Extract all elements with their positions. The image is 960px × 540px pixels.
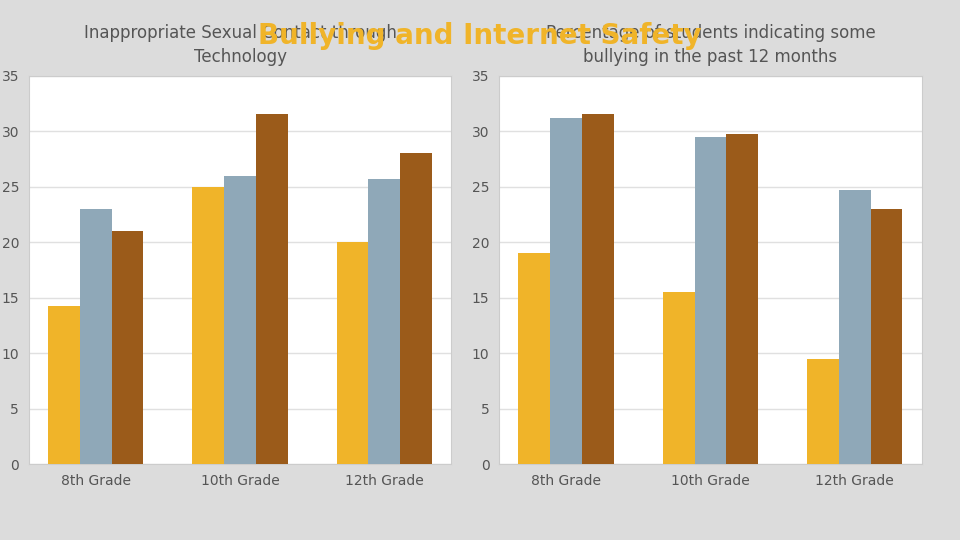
Text: Bullying and Internet Safety: Bullying and Internet Safety xyxy=(258,22,702,50)
Bar xyxy=(224,176,256,464)
Bar xyxy=(80,209,111,464)
Bar xyxy=(337,242,369,464)
Title: Inappropriate Sexual Contact through
Technology: Inappropriate Sexual Contact through Tec… xyxy=(84,24,396,66)
Bar xyxy=(694,137,727,464)
Bar xyxy=(111,231,143,464)
Bar xyxy=(871,209,902,464)
Bar xyxy=(662,292,694,464)
Title: Percentage of students indicating some
bullying in the past 12 months: Percentage of students indicating some b… xyxy=(545,24,876,66)
Bar xyxy=(727,134,758,464)
Bar xyxy=(518,253,550,464)
Bar xyxy=(807,359,839,464)
Bar xyxy=(369,179,400,464)
Bar xyxy=(400,153,432,464)
Bar xyxy=(48,306,80,464)
Bar xyxy=(550,118,582,464)
Bar xyxy=(192,187,224,464)
Bar xyxy=(256,114,288,464)
Bar xyxy=(839,190,871,464)
Bar xyxy=(582,114,613,464)
